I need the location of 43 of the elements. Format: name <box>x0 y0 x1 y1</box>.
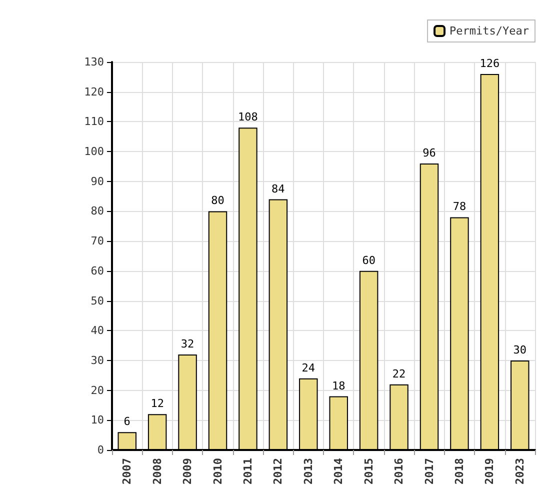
data-label: 30 <box>513 343 527 356</box>
y-tick-label: 130 <box>84 56 104 68</box>
y-tick-label: 110 <box>84 115 104 128</box>
x-tick-label: 2008 <box>150 458 164 484</box>
y-tick-label: 80 <box>90 204 104 218</box>
x-tick-label: 2007 <box>120 458 134 484</box>
data-label: 6 <box>124 415 130 428</box>
x-tick-label: 2013 <box>302 458 315 484</box>
data-label: 32 <box>180 337 194 350</box>
data-label: 60 <box>362 254 376 267</box>
data-label: 18 <box>332 379 346 392</box>
legend-label: Permits/Year <box>450 24 530 38</box>
data-label: 126 <box>480 56 500 70</box>
x-tick-label: 2009 <box>181 458 194 484</box>
data-label: 108 <box>238 110 258 124</box>
x-tick-label: 2011 <box>241 458 254 484</box>
x-tick-label: 2010 <box>211 458 224 484</box>
data-label: 80 <box>211 194 224 208</box>
x-tick-label: 2017 <box>422 458 436 484</box>
data-label: 96 <box>422 146 436 160</box>
x-tick-label: 2015 <box>362 458 376 484</box>
y-tick-label: 0 <box>97 444 104 456</box>
y-tick-label: 50 <box>90 294 104 308</box>
data-label: 84 <box>272 182 286 196</box>
x-tick-label: 2018 <box>452 458 466 484</box>
x-tick-label: 2023 <box>513 458 526 484</box>
x-tick-label: 2014 <box>332 458 346 484</box>
y-tick-label: 30 <box>90 354 104 367</box>
y-tick-label: 20 <box>90 384 104 397</box>
x-tick-label: 2019 <box>483 458 496 484</box>
y-tick-label: 70 <box>90 234 104 248</box>
y-tick-label: 100 <box>84 145 104 158</box>
x-tick-label: 2012 <box>272 458 285 484</box>
y-tick-label: 90 <box>90 174 104 188</box>
y-tick-label: 120 <box>84 85 104 98</box>
data-label: 22 <box>392 367 406 380</box>
data-label: 24 <box>302 361 316 374</box>
data-label: 12 <box>150 397 164 410</box>
y-tick-label: 60 <box>90 264 104 278</box>
y-tick-label: 40 <box>90 324 104 338</box>
y-tick-label: 10 <box>90 414 104 427</box>
x-tick-label: 2016 <box>392 458 406 484</box>
data-label: 78 <box>452 200 466 214</box>
